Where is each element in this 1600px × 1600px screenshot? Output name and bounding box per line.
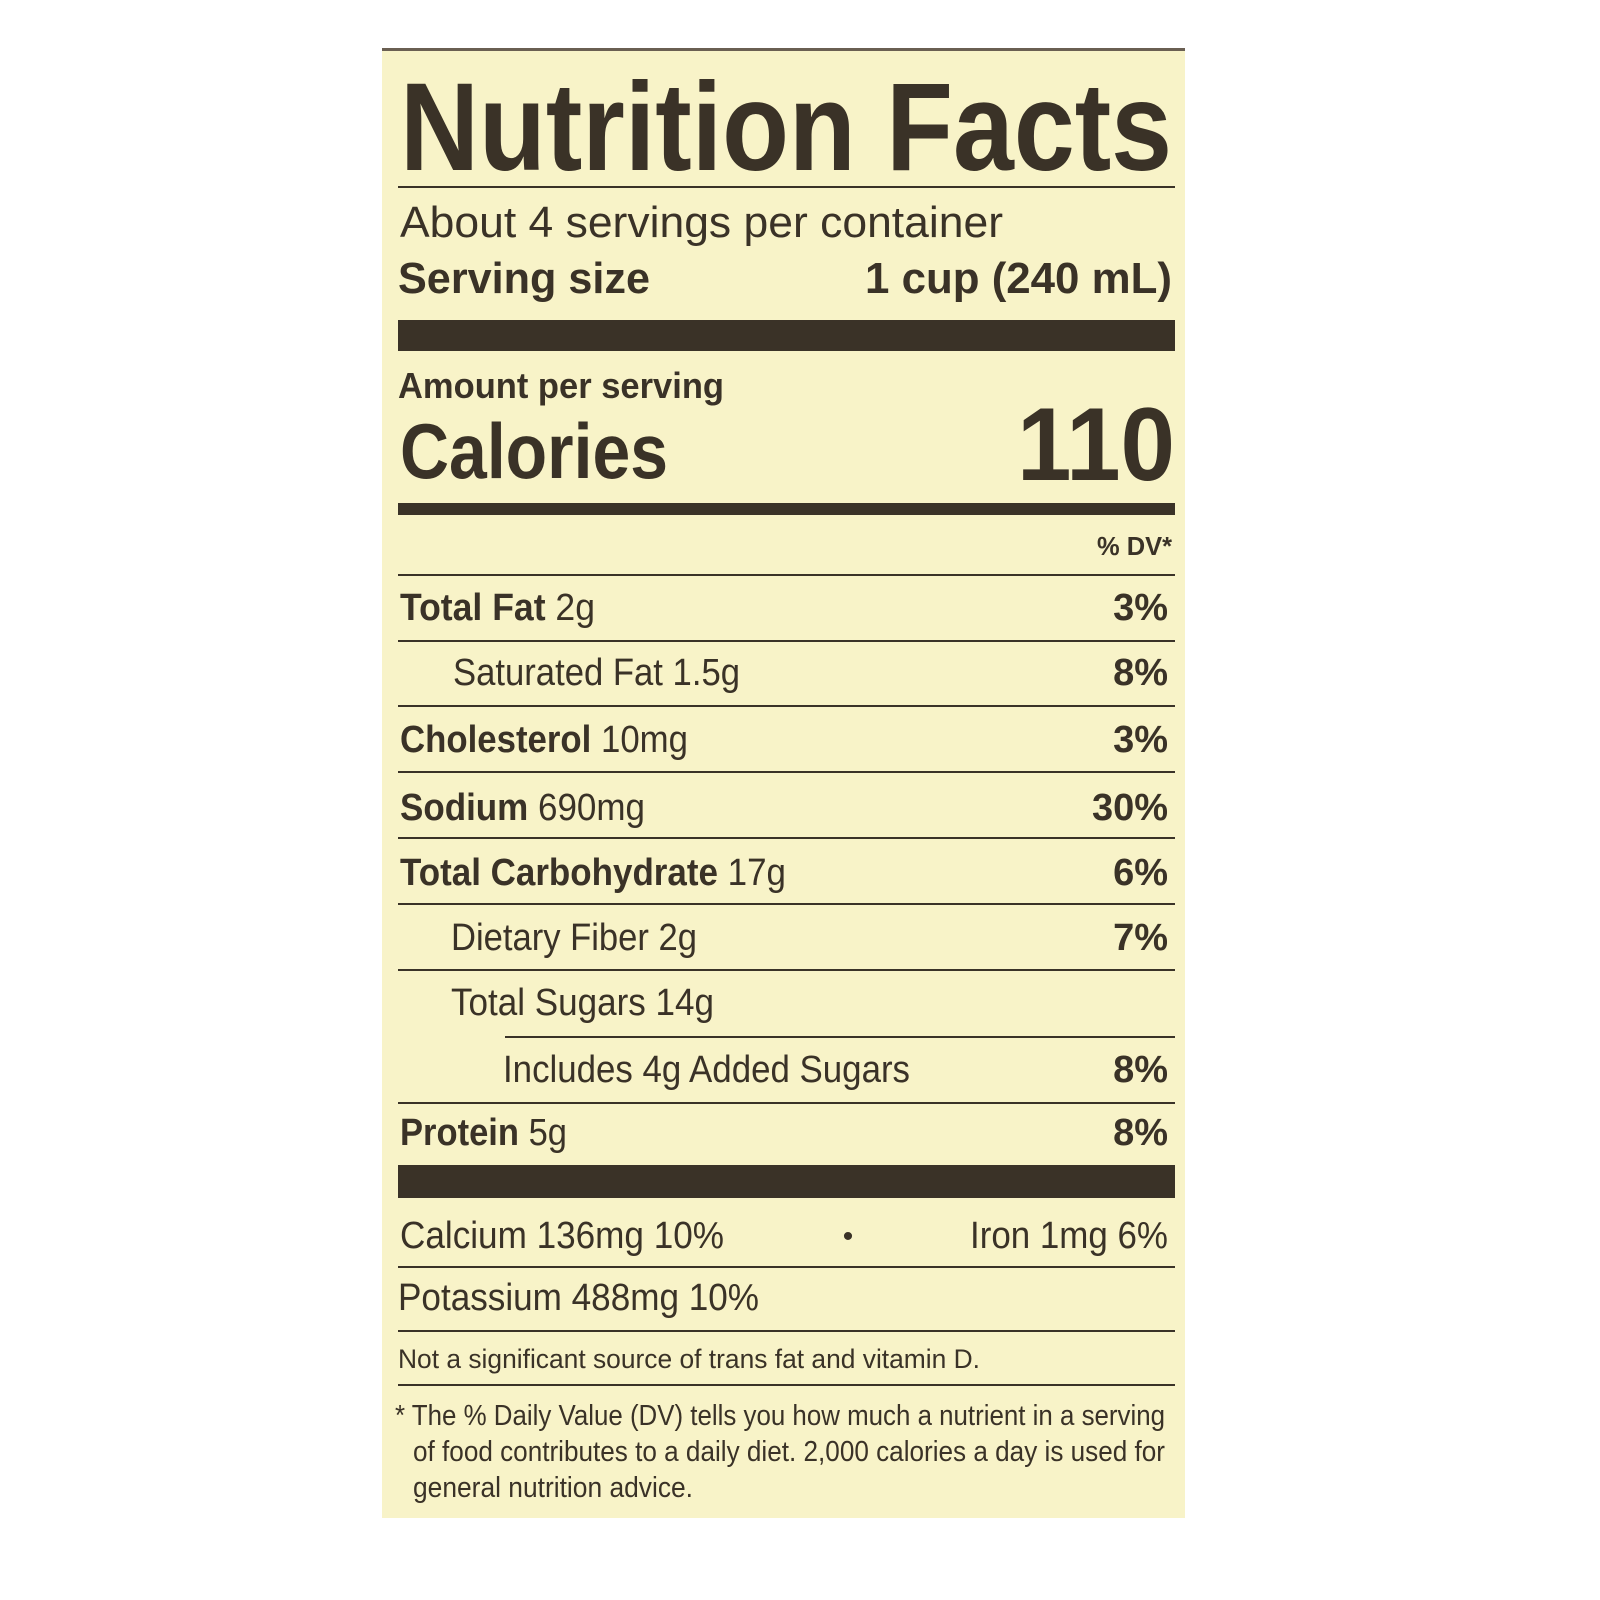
nutrient-amount: 14g (656, 982, 714, 1024)
svg-text:Total Carbohydrate 17g: Total Carbohydrate 17g (400, 852, 786, 894)
nutrient-dv: 3% (1113, 587, 1168, 629)
divider (398, 969, 1175, 971)
nutrient-amount: 1.5g (673, 652, 740, 694)
divider (398, 1330, 1175, 1332)
nutrient-name: Total Sugars (451, 982, 646, 1024)
nutrient-name: Dietary Fiber (451, 917, 649, 959)
divider (398, 1266, 1175, 1268)
calories-value: 110 (1017, 387, 1175, 503)
nutrient-row-sodium: Sodium 690mg 30% (400, 787, 1168, 829)
nutrient-name: Total Fat (400, 587, 546, 629)
nutrient-row-protein: Protein 5g 8% (400, 1112, 1168, 1154)
footnote-line: * The % Daily Value (DV) tells you how m… (395, 1400, 1165, 1432)
nutrient-name: Includes 4g Added Sugars (503, 1049, 910, 1091)
divider (398, 705, 1175, 707)
divider (398, 771, 1175, 773)
footnote-line: of food contributes to a daily diet. 2,0… (413, 1436, 1165, 1468)
nutrient-amount: 5g (529, 1112, 567, 1154)
nutrient-row-saturated-fat: Saturated Fat 1.5g 8% (453, 652, 1168, 694)
svg-text:Dietary Fiber 2g: Dietary Fiber 2g (451, 917, 697, 959)
svg-text:Saturated Fat 1.5g: Saturated Fat 1.5g (453, 652, 740, 694)
nutrient-row-cholesterol: Cholesterol 10mg 3% (400, 719, 1168, 761)
serving-size-value: 1 cup (240 mL) (865, 254, 1172, 303)
divider (398, 186, 1175, 188)
nutrient-dv: 3% (1113, 719, 1168, 761)
bullet-separator: • (843, 1220, 854, 1253)
calories-label: Calories (400, 407, 668, 495)
divider (398, 1384, 1175, 1386)
nutrient-name: Cholesterol (400, 719, 591, 761)
nutrient-row-total-sugars: Total Sugars 14g (451, 982, 714, 1024)
title: Nutrition Facts (400, 58, 1172, 197)
amount-per-serving: Amount per serving (398, 365, 724, 406)
trans-fat-note: Not a significant source of trans fat an… (398, 1344, 980, 1374)
nutrient-dv: 8% (1113, 1049, 1168, 1091)
svg-text:Protein 5g: Protein 5g (400, 1112, 567, 1154)
nutrient-amount: 2g (555, 587, 595, 629)
nutrient-row-added-sugars: Includes 4g Added Sugars 8% (503, 1049, 1168, 1091)
label-background (382, 48, 1185, 1518)
nutrient-dv: 7% (1113, 917, 1168, 959)
nutrient-amount: 690mg (538, 787, 645, 829)
nutrient-dv: 8% (1113, 652, 1168, 694)
potassium: Potassium 488mg 10% (398, 1277, 759, 1319)
svg-text:Cholesterol 10mg: Cholesterol 10mg (400, 719, 688, 761)
divider (505, 1036, 1175, 1038)
nutrient-amount: 17g (728, 852, 786, 894)
top-edge (382, 48, 1185, 51)
nutrient-name: Total Carbohydrate (400, 852, 718, 894)
medium-bar (398, 503, 1175, 515)
nutrient-row-dietary-fiber: Dietary Fiber 2g 7% (451, 917, 1168, 959)
svg-text:Total Sugars 14g: Total Sugars 14g (451, 982, 714, 1024)
thick-bar (398, 320, 1175, 351)
dv-header: % DV* (1097, 531, 1173, 561)
nutrient-row-total-carbohydrate: Total Carbohydrate 17g 6% (400, 852, 1168, 894)
footnote-line: general nutrition advice. (413, 1472, 693, 1504)
iron: Iron 1mg 6% (970, 1215, 1168, 1257)
thick-bar (398, 1165, 1175, 1198)
svg-text:Sodium 690mg: Sodium 690mg (400, 787, 645, 829)
nutrient-row-total-fat: Total Fat 2g 3% (400, 587, 1168, 629)
nutrient-amount: 10mg (601, 719, 688, 761)
divider (398, 640, 1175, 642)
calcium: Calcium 136mg 10% (400, 1215, 724, 1257)
divider (398, 1102, 1175, 1104)
nutrient-amount: 2g (659, 917, 697, 959)
nutrient-dv: 8% (1113, 1112, 1168, 1154)
nutrient-name: Saturated Fat (453, 652, 663, 694)
svg-text:Total Fat 2g: Total Fat 2g (400, 587, 595, 629)
divider (398, 903, 1175, 905)
servings-per-container: About 4 servings per container (400, 198, 1003, 247)
nutrient-name: Protein (400, 1112, 519, 1154)
nutrient-name: Sodium (400, 787, 528, 829)
serving-size-label: Serving size (398, 254, 650, 303)
divider (398, 574, 1175, 576)
nutrient-dv: 6% (1113, 852, 1168, 894)
divider (398, 837, 1175, 839)
nutrient-dv: 30% (1092, 787, 1168, 829)
